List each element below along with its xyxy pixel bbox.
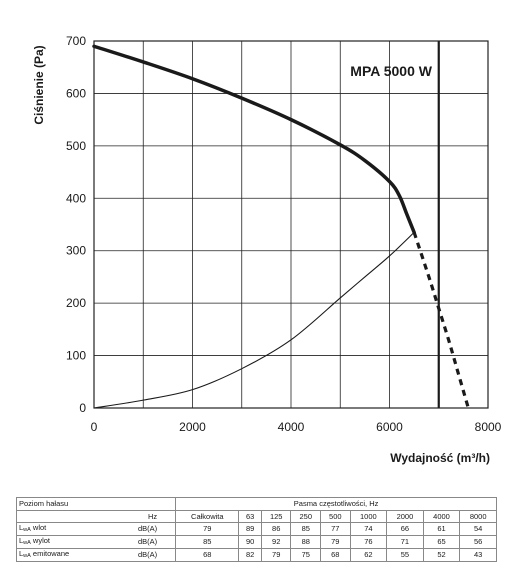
- table-cell: 77: [320, 522, 351, 536]
- table-row: LwA wylot dB(A) 85 90 92 88 79 76 71 65 56: [15, 535, 497, 549]
- table-cell: 85: [290, 522, 322, 536]
- table-cell: 90: [238, 535, 262, 549]
- table-cell: 92: [260, 535, 292, 549]
- row-unit: dB(A): [108, 548, 177, 562]
- noise-level-header: Poziom hałasu: [15, 497, 177, 511]
- plot-frame: [93, 40, 489, 409]
- table-cell: 75: [290, 548, 322, 562]
- table-cell: 68: [320, 548, 351, 562]
- column-header: 250: [290, 510, 322, 523]
- pressure-curve: [92, 44, 416, 235]
- row-label-prefix: L: [19, 523, 24, 532]
- table-cell: 71: [386, 535, 424, 549]
- column-header: 1000: [349, 510, 388, 523]
- table-cell: 61: [422, 522, 461, 536]
- x-tick-label: 6000: [376, 420, 403, 434]
- pressure-curve-extension: [412, 231, 470, 409]
- y-tick-label: 400: [66, 191, 86, 205]
- column-header: 4000: [422, 510, 461, 523]
- row-label: LwA emitowane: [15, 548, 109, 562]
- chart-grid: [93, 40, 489, 409]
- table-cell: 74: [349, 522, 388, 536]
- column-header: Całkowita: [175, 510, 240, 523]
- column-header: 8000: [459, 510, 497, 523]
- row-label-subscript: wA: [23, 553, 31, 559]
- table-cell: 65: [422, 535, 461, 549]
- system-curve: [93, 231, 415, 409]
- table-cell: 66: [386, 522, 424, 536]
- table-cell: 55: [386, 548, 424, 562]
- y-tick-label: 700: [66, 34, 86, 48]
- table-row: LwA wlot dB(A) 79 89 86 85 77 74 66 61 54: [15, 522, 497, 536]
- row-label-subscript: wA: [23, 527, 31, 533]
- x-tick-label: 2000: [179, 420, 206, 434]
- column-header: 63: [238, 510, 262, 523]
- row-label-name: wylot: [30, 536, 50, 545]
- y-tick-label: 100: [66, 349, 86, 363]
- table-cell: 88: [290, 535, 322, 549]
- row-label: LwA wylot: [15, 535, 109, 549]
- x-tick-label: 0: [91, 420, 98, 434]
- table-cell: 79: [260, 548, 292, 562]
- column-header: 2000: [386, 510, 424, 523]
- x-tick-label: 4000: [278, 420, 305, 434]
- x-axis-title: Wydajność (m³/h): [390, 451, 490, 465]
- noise-level-table: Poziom hałasu Pasma częstotliwości, Hz Hz C…: [15, 497, 497, 562]
- row-label: LwA wlot: [15, 522, 109, 536]
- y-tick-label: 600: [66, 86, 86, 100]
- table-cell: 54: [459, 522, 497, 536]
- table-cell: 85: [175, 535, 240, 549]
- table-cell: 56: [459, 535, 497, 549]
- row-unit: dB(A): [108, 522, 177, 536]
- table-cell: 89: [238, 522, 262, 536]
- table-columns-row: Hz Całkowita 63 125 250 500 1000 2000 4000 8000: [15, 510, 497, 523]
- hz-label: Hz: [108, 510, 177, 523]
- row-label-prefix: L: [19, 549, 24, 558]
- column-header: 500: [320, 510, 351, 523]
- frequency-bands-header: Pasma częstotliwości, Hz: [175, 497, 497, 511]
- table-cell: 43: [459, 548, 497, 562]
- table-cell: 79: [320, 535, 351, 549]
- table-cell: 76: [349, 535, 388, 549]
- row-label-name: emitowane: [30, 549, 70, 558]
- axis-ticks: 0 100 200 300 400 500 600 700 0 2000 4000 6000 8000: [66, 34, 502, 434]
- y-axis-title: Ciśnienie (Pa): [32, 45, 46, 124]
- y-tick-label: 0: [79, 401, 86, 415]
- table-cell: 82: [238, 548, 262, 562]
- table-cell: 62: [349, 548, 388, 562]
- model-label: MPA 5000 W: [350, 63, 432, 79]
- row-unit: dB(A): [108, 535, 177, 549]
- table-cell: 86: [260, 522, 292, 536]
- y-tick-label: 200: [66, 296, 86, 310]
- table-cell: 68: [175, 548, 240, 562]
- x-tick-label: 8000: [475, 420, 502, 434]
- row-label-name: wlot: [30, 523, 47, 532]
- table-cell: 79: [175, 522, 240, 536]
- y-tick-label: 500: [66, 139, 86, 153]
- table-cell: 52: [422, 548, 461, 562]
- y-tick-label: 300: [66, 244, 86, 258]
- row-label-subscript: wA: [23, 540, 31, 546]
- row-label-empty: [15, 510, 109, 523]
- chart-curves: [92, 41, 470, 409]
- table-header-row: Poziom hałasu Pasma częstotliwości, Hz: [15, 497, 497, 511]
- table-row: LwA emitowane dB(A) 68 82 79 75 68 62 55 52 43: [15, 548, 497, 562]
- row-label-prefix: L: [19, 536, 24, 545]
- column-header: 125: [260, 510, 292, 523]
